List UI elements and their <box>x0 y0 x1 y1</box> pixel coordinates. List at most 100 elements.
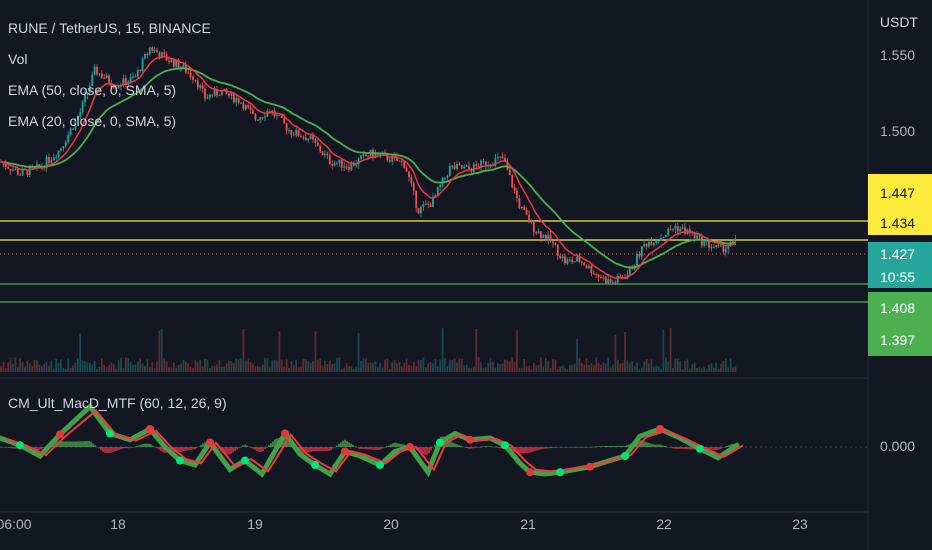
macd-hist-bar <box>128 447 130 449</box>
volume-bar <box>153 367 156 372</box>
macd-hist-bar <box>646 442 648 447</box>
volume-legend[interactable]: Vol <box>8 51 28 67</box>
candle-body <box>189 72 192 77</box>
ema50-legend[interactable]: EMA (50, close, 0, SMA, 5) <box>8 82 177 98</box>
macd-hist-bar <box>550 447 552 449</box>
candle-body <box>45 156 48 169</box>
candle-body <box>326 153 329 156</box>
volume-bar <box>7 362 10 372</box>
macd-hist-bar <box>422 447 424 454</box>
volume-bar <box>158 330 161 372</box>
candle-body <box>508 169 511 176</box>
volume-bar <box>168 367 170 372</box>
volume-bar <box>516 330 518 372</box>
volume-bar <box>552 358 554 372</box>
candle-body <box>405 168 408 172</box>
macd-hist-bar <box>344 439 346 447</box>
volume-bar <box>45 361 48 372</box>
volume-bar <box>283 366 286 372</box>
macd-hist-bar <box>134 446 136 448</box>
candle-body <box>105 75 108 79</box>
volume-bar <box>14 357 17 372</box>
candle-body <box>204 88 206 99</box>
macd-hist-bar <box>420 447 422 453</box>
candle-body <box>271 110 274 113</box>
macd-hist-bar <box>390 444 392 447</box>
macd-hist-bar <box>650 443 652 447</box>
price-candles[interactable] <box>0 46 737 286</box>
macd-hist-bar <box>500 447 502 449</box>
candle-body <box>134 76 137 78</box>
volume-bar <box>19 357 22 372</box>
macd-hist-bar <box>312 447 314 452</box>
volume-bar <box>662 329 665 372</box>
candle-body <box>561 256 564 259</box>
volume-bar <box>595 357 598 372</box>
volume-bar <box>540 357 542 372</box>
candle-body <box>549 234 552 242</box>
macd-hist-bar <box>582 446 584 448</box>
macd-hist-bar <box>610 445 612 447</box>
volume-bar <box>470 368 473 372</box>
volume-bar <box>295 359 298 372</box>
macd-hist-bar <box>10 447 12 449</box>
candle-body <box>391 155 394 162</box>
candle-body <box>650 241 653 246</box>
macd-hist-bar <box>202 443 204 447</box>
volume-bar <box>494 367 497 372</box>
macd-hist-bar <box>546 447 548 449</box>
candle-body <box>160 52 163 58</box>
candle-body <box>724 248 727 253</box>
macd-hist-bar <box>658 444 660 447</box>
volume-bar <box>667 362 670 372</box>
ema20-legend[interactable]: EMA (20, close, 0, SMA, 5) <box>8 113 177 129</box>
candle-body <box>602 276 605 279</box>
macd-hist-bar <box>158 447 160 450</box>
volume-bar <box>424 367 427 372</box>
volume-bar <box>415 366 418 372</box>
volume-bar <box>278 331 281 372</box>
volume-bar <box>369 362 372 372</box>
volume-bar <box>427 363 430 372</box>
macd-cross-dot <box>406 443 414 451</box>
volume-bar <box>74 362 77 372</box>
macd-hist-bar <box>58 441 60 447</box>
volume-bar <box>405 358 408 372</box>
candle-body <box>4 163 7 167</box>
volume-bar <box>386 358 389 372</box>
macd-hist-bar <box>590 446 592 448</box>
volume-bar <box>640 367 643 372</box>
macd-hist-bar <box>190 447 192 450</box>
volume-bar <box>321 365 324 372</box>
volume-bar <box>57 363 60 372</box>
macd-hist-bar <box>192 447 194 450</box>
volume-bar <box>72 365 74 372</box>
candle-body <box>424 203 427 205</box>
macd-hist-bar <box>592 446 594 448</box>
volume-bar <box>408 364 410 372</box>
candle-body <box>513 187 516 191</box>
candle-body <box>566 259 569 264</box>
candle-body <box>64 142 67 147</box>
macd-hist-bar <box>306 447 308 453</box>
macd-hist-bar <box>268 445 270 447</box>
symbol-title[interactable]: RUNE / TetherUS, 15, BINANCE <box>8 20 211 36</box>
macd-cross-dot <box>436 438 444 447</box>
candle-body <box>76 116 79 121</box>
candle-body <box>698 235 701 237</box>
macd-legend[interactable]: CM_Ult_MacD_MTF (60, 12, 26, 9) <box>8 395 227 411</box>
candle-body <box>446 175 449 178</box>
volume-bar <box>345 363 348 372</box>
candle-body <box>175 59 178 67</box>
candle-body <box>333 163 336 166</box>
macd-hist-bar <box>596 446 598 448</box>
candle-body <box>465 165 468 167</box>
volume-bar <box>720 363 722 372</box>
candle-body <box>163 52 166 55</box>
macd-hist-bar <box>272 441 274 447</box>
candle-body <box>614 282 617 284</box>
macd-hist-bar <box>140 444 142 447</box>
macd-hist-bar <box>386 446 388 447</box>
macd-hist-bar <box>622 445 624 447</box>
